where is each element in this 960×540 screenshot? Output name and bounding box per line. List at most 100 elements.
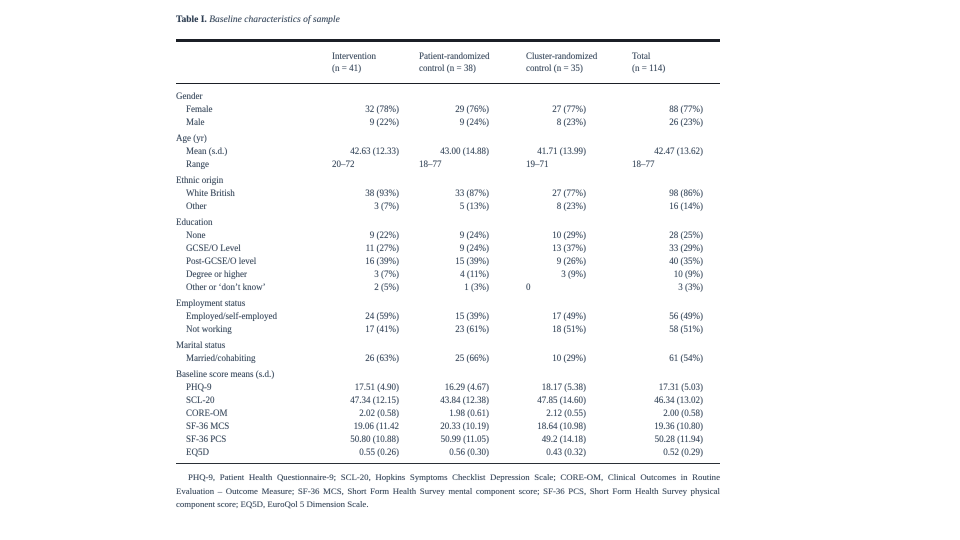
value-cell: 0.52 (0.29) — [663, 447, 703, 458]
row-label: White British — [186, 188, 235, 199]
row-label: PHQ-9 — [186, 382, 212, 393]
table-row: Female 32 (78%) 29 (76%) 27 (77%) 88 (77%) — [176, 103, 720, 116]
value-cell: 0.56 (0.30) — [449, 447, 489, 458]
value-cell: 26 (63%) — [365, 353, 399, 364]
value-cell: 18.64 (10.98) — [537, 421, 586, 432]
value-cell: 16 (39%) — [365, 256, 399, 267]
value-cell: 9 (22%) — [369, 230, 399, 241]
value-cell: 2.12 (0.55) — [546, 408, 586, 419]
column-header-line1: Total — [632, 50, 651, 61]
value-cell: 0 — [526, 282, 531, 293]
value-cell: 17 (49%) — [552, 311, 586, 322]
value-cell: 26 (23%) — [669, 117, 703, 128]
row-label: CORE-OM — [186, 408, 228, 419]
value-cell: 3 (9%) — [561, 269, 586, 280]
row-label: EQ5D — [186, 447, 209, 458]
value-cell: 27 (77%) — [552, 104, 586, 115]
value-cell: 33 (29%) — [669, 243, 703, 254]
baseline-characteristics-table: Table I. Baseline characteristics of sam… — [176, 14, 720, 521]
table-number: Table I. — [176, 15, 207, 25]
value-cell: 88 (77%) — [669, 104, 703, 115]
value-cell: 20.33 (10.19) — [440, 421, 489, 432]
value-cell: 23 (61%) — [455, 324, 489, 335]
value-cell: 17.51 (4.90) — [354, 382, 399, 393]
table-row: Other 3 (7%) 5 (13%) 8 (23%) 16 (14%) — [176, 200, 720, 213]
table-row: Married/cohabiting 26 (63%) 25 (66%) 10 (29… — [176, 352, 720, 365]
value-cell: 19–71 — [526, 159, 549, 170]
value-cell: 18–77 — [419, 159, 442, 170]
value-cell: 42.63 (12.33) — [350, 146, 399, 157]
value-cell: 9 (24%) — [459, 230, 489, 241]
table-row: SF-36 MCS 19.06 (11.42 20.33 (10.19) 18.64 … — [176, 420, 720, 433]
value-cell: 1.98 (0.61) — [449, 408, 489, 419]
table-row: PHQ-9 17.51 (4.90) 16.29 (4.67) 18.17 (5.38… — [176, 381, 720, 394]
table-row: None 9 (22%) 9 (24%) 10 (29%) 28 (25%) — [176, 229, 720, 242]
value-cell: 10 (29%) — [552, 353, 586, 364]
section-header-row: Age (yr) — [176, 132, 720, 145]
section-header-row: Education — [176, 216, 720, 229]
table-title: Table I. Baseline characteristics of sam… — [176, 14, 720, 26]
value-cell: 56 (49%) — [669, 311, 703, 322]
value-cell: 0.43 (0.32) — [546, 447, 586, 458]
value-cell: 1 (3%) — [464, 282, 489, 293]
column-header-line2: control (n = 35) — [526, 62, 583, 73]
value-cell: 17 (41%) — [365, 324, 399, 335]
table-row: Post-GCSE/O level 16 (39%) 15 (39%) 9 (26%)… — [176, 255, 720, 268]
value-cell: 2.00 (0.58) — [663, 408, 703, 419]
column-header-line2: (n = 41) — [332, 62, 362, 73]
table-row: Degree or higher 3 (7%) 4 (11%) 3 (9%) 10 (9… — [176, 268, 720, 281]
table-row: GCSE/O Level 11 (27%) 9 (24%) 13 (37%) 33 (2… — [176, 242, 720, 255]
row-label: SF-36 PCS — [186, 434, 227, 445]
row-label: Degree or higher — [186, 269, 247, 280]
value-cell: 19.36 (10.80) — [654, 421, 703, 432]
value-cell: 9 (24%) — [459, 117, 489, 128]
value-cell: 49.2 (14.18) — [541, 434, 586, 445]
column-header-line2: (n = 114) — [632, 62, 666, 73]
column-header: Cluster-randomized control (n = 35) — [526, 50, 632, 74]
value-cell: 10 (9%) — [673, 269, 703, 280]
table-row: White British 38 (93%) 33 (87%) 27 (77%) 98 … — [176, 187, 720, 200]
row-label: GCSE/O Level — [186, 243, 241, 254]
row-label: Mean (s.d.) — [186, 146, 228, 157]
value-cell: 4 (11%) — [460, 269, 489, 280]
column-header-line1: Cluster-randomized — [526, 50, 598, 61]
value-cell: 8 (23%) — [556, 201, 586, 212]
column-header: Intervention (n = 41) — [332, 50, 419, 74]
section-label: Age (yr) — [176, 133, 207, 144]
value-cell: 40 (35%) — [669, 256, 703, 267]
section-header-row: Employment status — [176, 297, 720, 310]
value-cell: 0.55 (0.26) — [359, 447, 399, 458]
value-cell: 2.02 (0.58) — [359, 408, 399, 419]
row-label: Post-GCSE/O level — [186, 256, 257, 267]
value-cell: 32 (78%) — [365, 104, 399, 115]
table-row: Mean (s.d.) 42.63 (12.33) 43.00 (14.88) 41.… — [176, 145, 720, 158]
column-header: Patient-randomized control (n = 38) — [419, 50, 526, 74]
table-row: Employed/self-employed 24 (59%) 15 (39%) 17… — [176, 310, 720, 323]
value-cell: 16 (14%) — [669, 201, 703, 212]
section-label: Baseline score means (s.d.) — [176, 369, 275, 380]
value-cell: 27 (77%) — [552, 188, 586, 199]
value-cell: 15 (39%) — [455, 256, 489, 267]
row-label: Male — [186, 117, 205, 128]
value-cell: 50.28 (11.94) — [654, 434, 703, 445]
value-cell: 13 (37%) — [552, 243, 586, 254]
top-rule — [176, 39, 720, 42]
value-cell: 8 (23%) — [556, 117, 586, 128]
value-cell: 3 (7%) — [374, 269, 399, 280]
value-cell: 61 (54%) — [669, 353, 703, 364]
value-cell: 29 (76%) — [455, 104, 489, 115]
value-cell: 18 (51%) — [552, 324, 586, 335]
value-cell: 11 (27%) — [365, 243, 399, 254]
value-cell: 58 (51%) — [669, 324, 703, 335]
value-cell: 43.84 (12.38) — [440, 395, 489, 406]
row-label: SF-36 MCS — [186, 421, 230, 432]
section-header-row: Marital status — [176, 339, 720, 352]
value-cell: 19.06 (11.42 — [353, 421, 399, 432]
value-cell: 17.31 (5.03) — [658, 382, 703, 393]
value-cell: 2 (5%) — [374, 282, 399, 293]
value-cell: 9 (22%) — [369, 117, 399, 128]
value-cell: 15 (39%) — [455, 311, 489, 322]
value-cell: 9 (26%) — [556, 256, 586, 267]
value-cell: 25 (66%) — [455, 353, 489, 364]
